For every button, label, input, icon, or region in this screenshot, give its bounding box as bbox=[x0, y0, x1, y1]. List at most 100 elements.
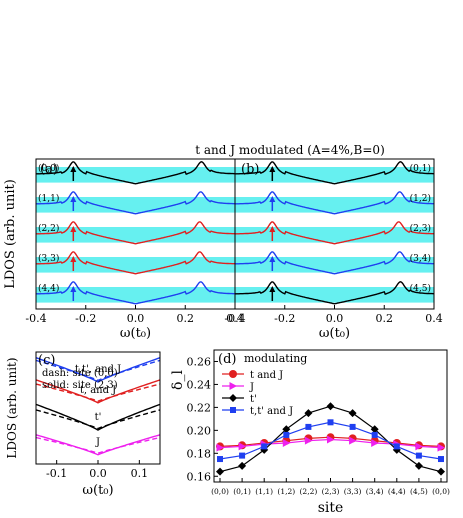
panel-d-xtick-label-8: (4,4) bbox=[388, 487, 406, 496]
panelA-arrowhead-2-2 bbox=[70, 226, 77, 232]
panelB-curve-0-1 bbox=[235, 161, 434, 185]
panel-d-ytick-label-0: 0.16 bbox=[187, 470, 212, 483]
panel-d-point-j-3 bbox=[282, 438, 291, 447]
panel-d-legend-title: modulating bbox=[244, 352, 307, 365]
panel-c-curve-t-t-and-j-solid bbox=[35, 357, 161, 383]
panelB-band-0 bbox=[235, 167, 434, 183]
panel-c-ylabel: LDOS (arb. unit) bbox=[5, 357, 19, 458]
panelB-curve-2-3 bbox=[235, 221, 434, 245]
panel-a-site-labels: (0,0) (1,1) (2,2) (3,3) (4,4) bbox=[38, 163, 59, 294]
panel-d-xtick-label-7: (3,4) bbox=[366, 487, 384, 496]
panel-d-point-t-5 bbox=[326, 402, 335, 411]
panel-b-x-ticks: -0.4 -0.2 0.0 0.2 0.4 bbox=[224, 305, 443, 325]
panelB-site-label-0-1: (0,1) bbox=[410, 163, 431, 174]
panel-b-bands bbox=[235, 167, 434, 303]
panel-d-point-t-t-and-j-4 bbox=[305, 423, 312, 430]
panel-d-legend-marker-t bbox=[229, 394, 237, 402]
panel-d-xtick-label-0: (0,0) bbox=[211, 487, 229, 496]
panelB-site-label-1-2: (1,2) bbox=[410, 193, 431, 204]
panel-a-label: (a) bbox=[40, 162, 58, 177]
panel-d-point-t-t-and-j-3 bbox=[283, 431, 290, 438]
panel-c-curves bbox=[35, 357, 161, 456]
panelA-curve-4-4 bbox=[36, 281, 235, 305]
panel-c-curve-t-solid bbox=[35, 403, 161, 431]
panelA-xtick-label-3: 0.2 bbox=[177, 312, 195, 325]
panelB-band-4 bbox=[235, 287, 434, 303]
panelB-xtick-label-2: 0.0 bbox=[326, 312, 344, 325]
panelB-curve-3-4 bbox=[235, 251, 434, 275]
panel-a-x-ticks: -0.4 -0.2 0.0 0.2 0.4 bbox=[25, 305, 244, 325]
panel-d-point-t-t-and-j-2 bbox=[261, 443, 268, 450]
panel-d: 0.16 0.18 0.20 0.22 0.24 0.26 (0,0) (0,1) (1,1)… bbox=[170, 349, 450, 516]
panelB-curve-1-2 bbox=[235, 191, 434, 215]
panel-d-legend-label-t-t-and-j: t,t' and J bbox=[250, 406, 293, 417]
panelB-band-3 bbox=[235, 257, 434, 273]
panel-a-xlabel: ω(t₀) bbox=[120, 326, 151, 341]
panel-c-label-t-t-and-j: t,t', and J bbox=[75, 364, 121, 375]
panel-d-ytick-label-4: 0.24 bbox=[187, 378, 212, 391]
panel-d-xtick-label-2: (1,1) bbox=[255, 487, 273, 496]
panel-c-xtick-label-0: -0.1 bbox=[46, 467, 67, 480]
panel-d-xtick-label-9: (4,5) bbox=[410, 487, 428, 496]
panelA-curve-0-0 bbox=[36, 161, 235, 185]
panelA-site-label-0-0: (0,0) bbox=[38, 163, 59, 174]
panelA-band-3 bbox=[36, 257, 235, 273]
panel-d-xtick-label-10: (0,0) bbox=[432, 487, 450, 496]
panel-d-point-t-1 bbox=[238, 461, 247, 470]
panel-c-label-t-and-j: t, and J bbox=[80, 385, 116, 396]
panel-d-point-j-6 bbox=[349, 436, 357, 445]
panelB-site-label-2-3: (2,3) bbox=[410, 223, 431, 234]
panel-d-xlabel: site bbox=[318, 500, 344, 516]
panel-d-legend-label-j: J bbox=[249, 382, 254, 393]
panel-c-label-t: t' bbox=[95, 412, 102, 423]
panel-d-ylabel: δ_l bbox=[170, 370, 186, 390]
panel-d-label: (d) bbox=[218, 352, 236, 367]
panel-d-frame bbox=[213, 349, 448, 483]
panel-d-series bbox=[216, 402, 445, 476]
panelA-arrowhead-0-0 bbox=[70, 166, 77, 172]
panel-d-point-t-t-and-j-10 bbox=[438, 456, 444, 463]
panelA-arrowhead-1-1 bbox=[70, 196, 77, 202]
panel-b-label: (b) bbox=[241, 162, 259, 177]
panel-d-point-t-t-and-j-9 bbox=[415, 452, 422, 459]
panel-b-xlabel: ω(t₀) bbox=[319, 326, 350, 341]
panel-b-arrows bbox=[269, 166, 276, 301]
panelA-site-label-2-2: (2,2) bbox=[38, 223, 59, 234]
panel-c-curve-t-and-j-solid bbox=[35, 379, 161, 404]
panel-d-point-t-t-and-j-7 bbox=[371, 431, 378, 438]
panel-d-point-t-3 bbox=[282, 425, 291, 434]
panel-d-point-t-t-and-j-6 bbox=[349, 423, 356, 430]
panel-d-point-j-5 bbox=[327, 435, 335, 444]
panel-a: (0,0) (1,1) (2,2) (3,3) (4,4) -0.4 -0.2 0.0 0.2… bbox=[3, 158, 244, 341]
panel-d-ytick-label-2: 0.20 bbox=[187, 424, 212, 437]
panelA-site-label-4-4: (4,4) bbox=[38, 283, 59, 294]
panel-a-ylabel: LDOS (arb. unit) bbox=[3, 179, 18, 289]
panel-d-ytick-label-3: 0.22 bbox=[187, 401, 212, 414]
panel-d-legend-marker-j bbox=[229, 382, 237, 390]
panelB-xtick-label-3: 0.2 bbox=[376, 312, 394, 325]
panel-d-point-j-10 bbox=[437, 443, 445, 452]
panelA-curve-1-1 bbox=[36, 191, 235, 215]
panel-d-legend-label-t-and-j: t and J bbox=[250, 370, 283, 381]
panel-c-curve-t-t-and-j-dash bbox=[35, 359, 161, 382]
panelB-curve-4-5 bbox=[235, 281, 434, 305]
panelB-xtick-label-4: 0.4 bbox=[425, 312, 443, 325]
panel-d-point-t-4 bbox=[304, 409, 313, 418]
panel-c-label: (c) bbox=[38, 353, 55, 368]
panelA-band-2 bbox=[36, 227, 235, 243]
panelB-site-label-4-5: (4,5) bbox=[410, 283, 431, 294]
panel-c-xtick-label-2: 0.1 bbox=[131, 467, 149, 480]
panelB-arrowhead-4-5 bbox=[269, 286, 276, 292]
panel-d-point-t-10 bbox=[437, 467, 445, 476]
panelB-xtick-label-0: -0.4 bbox=[224, 312, 245, 325]
panel-d-point-j-9 bbox=[415, 442, 423, 451]
panel-c-curve-j-solid bbox=[35, 434, 161, 456]
panel-d-point-t-0 bbox=[216, 467, 224, 476]
panelA-xtick-label-0: -0.4 bbox=[25, 312, 46, 325]
panel-d-point-j-0 bbox=[216, 443, 224, 452]
panelA-curve-3-3 bbox=[36, 251, 235, 275]
panel-d-point-t-t-and-j-0 bbox=[217, 456, 223, 463]
panel-a-arrows bbox=[70, 166, 77, 301]
panel-d-ytick-label-1: 0.18 bbox=[187, 447, 212, 460]
